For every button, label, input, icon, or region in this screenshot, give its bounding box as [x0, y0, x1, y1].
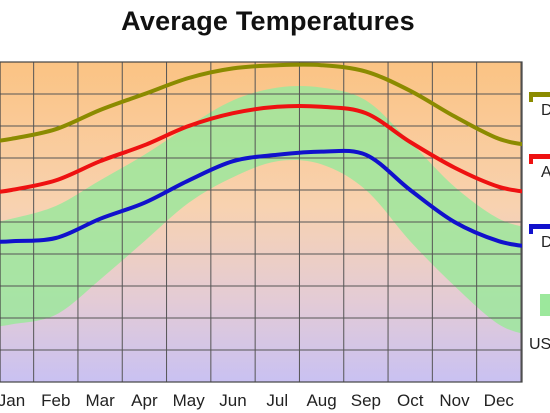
legend-swatch — [529, 92, 550, 97]
legend-band-swatch — [540, 294, 550, 316]
plot-border — [0, 61, 523, 383]
x-tick-label: Dec — [484, 391, 515, 410]
x-tick-label: May — [173, 391, 206, 410]
x-tick-label: Feb — [41, 391, 70, 410]
x-tick-label: Apr — [131, 391, 158, 410]
x-tick-label: Aug — [306, 391, 336, 410]
x-tick-label: Jun — [219, 391, 246, 410]
legend-label: D — [541, 102, 550, 119]
x-tick-label: Sep — [351, 391, 381, 410]
series-line-1 — [0, 62, 522, 147]
legend-label: D — [541, 234, 550, 251]
legend-label: A — [541, 164, 550, 181]
x-tick-label: Jul — [266, 391, 288, 410]
series-line-3 — [0, 148, 522, 248]
series-line-2 — [0, 103, 522, 194]
legend-swatch — [529, 224, 550, 229]
legend-swatch-tick — [529, 92, 533, 102]
legend-swatch-tick — [529, 224, 533, 234]
legend-swatch-tick — [529, 154, 533, 164]
x-tick-label: Mar — [85, 391, 115, 410]
band-area — [0, 86, 522, 334]
legend-band-label: US — [529, 336, 550, 353]
chart-title: Average Temperatures — [121, 6, 415, 36]
x-tick-label: Nov — [439, 391, 470, 410]
x-tick-label: Oct — [397, 391, 424, 410]
x-tick-label: Jan — [0, 391, 25, 410]
legend-swatch — [529, 154, 550, 159]
